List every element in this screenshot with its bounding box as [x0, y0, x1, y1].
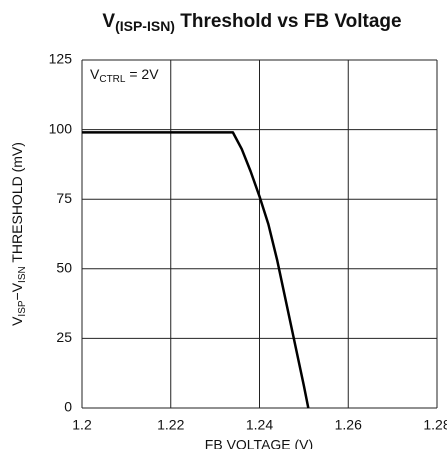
x-tick-label: 1.2	[72, 417, 92, 433]
annotation-sub: CTRL	[99, 74, 126, 85]
annotation: VCTRL = 2V	[90, 66, 159, 85]
x-tick-label: 1.22	[157, 417, 184, 433]
y-tick-label: 125	[49, 51, 73, 67]
y-tick-label: 50	[56, 260, 72, 276]
y-tick-label: 25	[56, 329, 72, 345]
chart-title: V(ISP-ISN) Threshold vs FB Voltage	[102, 11, 401, 34]
ylabel-sub: ISP	[17, 300, 28, 316]
ylabel-part: THRESHOLD (mV)	[9, 142, 25, 266]
title-sub: (ISP-ISN)	[115, 18, 175, 34]
x-tick-label: 1.24	[246, 417, 273, 433]
y-axis-label: VISP−VISN THRESHOLD (mV)	[9, 142, 28, 326]
ylabel-part: V	[9, 316, 25, 326]
ylabel-sub: ISN	[17, 266, 28, 283]
annotation-part: = 2V	[125, 66, 159, 82]
y-tick-label: 75	[56, 190, 72, 206]
x-axis-label: FB VOLTAGE (V)	[205, 437, 313, 449]
x-tick-label: 1.28	[423, 417, 447, 433]
title-part: V	[102, 11, 115, 32]
y-tick-label: 0	[64, 399, 72, 415]
ylabel-part: −V	[9, 282, 25, 300]
annotation-part: V	[90, 66, 100, 82]
title-part: Threshold vs FB Voltage	[175, 11, 402, 32]
data-line	[82, 131, 310, 409]
x-tick-label: 1.26	[335, 417, 362, 433]
y-tick-label: 100	[49, 120, 73, 136]
